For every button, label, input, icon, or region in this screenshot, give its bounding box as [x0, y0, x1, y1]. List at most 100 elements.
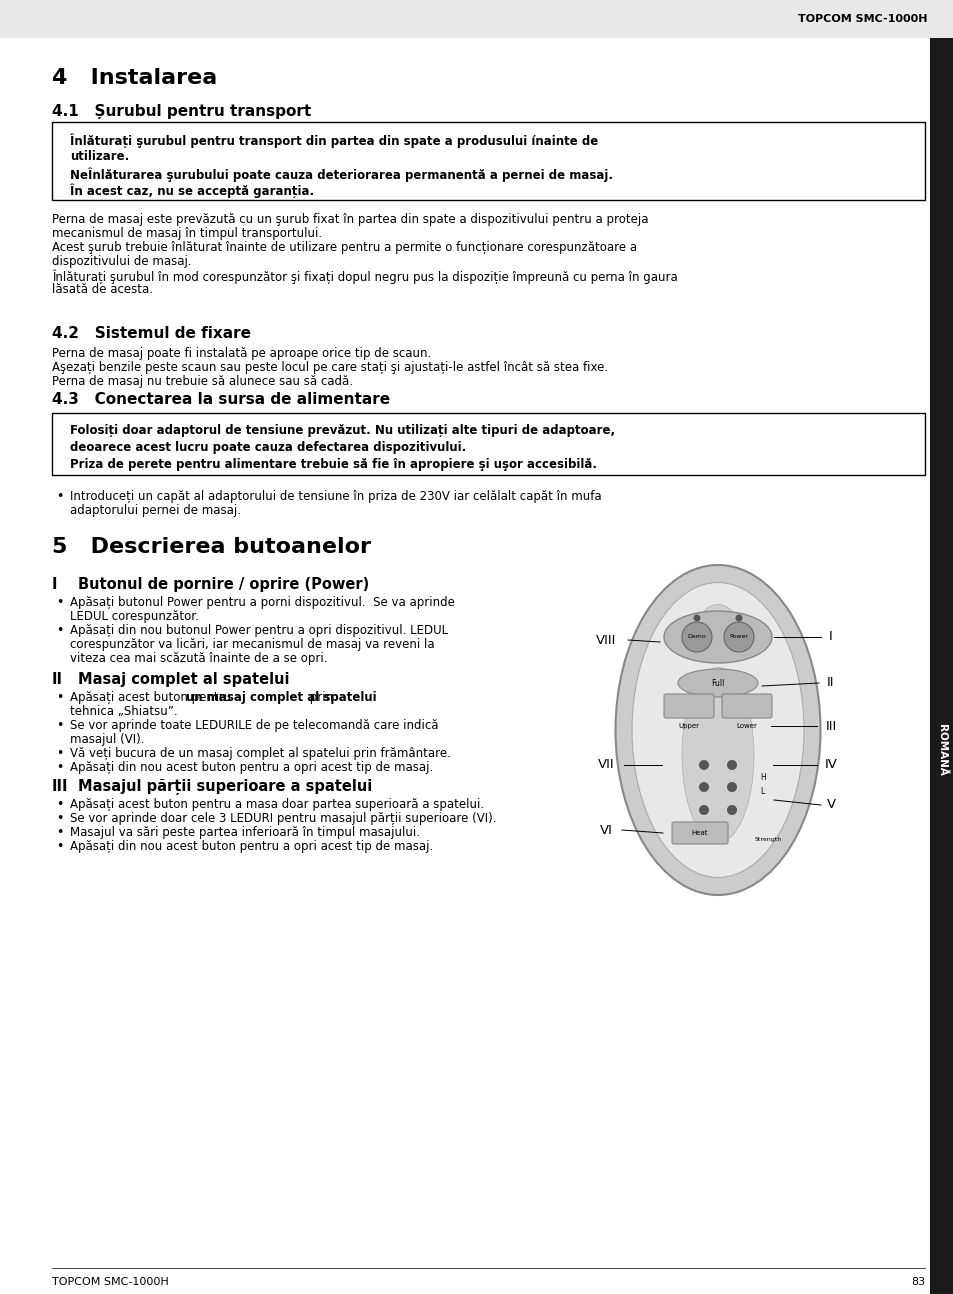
Text: •: •: [56, 798, 63, 811]
Text: Folosiți doar adaptorul de tensiune prevăzut. Nu utilizați alte tipuri de adapto: Folosiți doar adaptorul de tensiune prev…: [70, 424, 615, 437]
Ellipse shape: [700, 604, 735, 639]
Text: Apăsați din nou acest buton pentru a opri acest tip de masaj.: Apăsați din nou acest buton pentru a opr…: [70, 761, 433, 774]
Text: Power: Power: [729, 634, 748, 639]
Text: •: •: [56, 840, 63, 853]
Text: 4   Instalarea: 4 Instalarea: [52, 69, 217, 88]
Text: •: •: [56, 826, 63, 839]
Text: VI: VI: [598, 823, 612, 836]
FancyBboxPatch shape: [929, 38, 953, 1294]
Circle shape: [699, 782, 708, 792]
Text: Upper: Upper: [678, 723, 699, 729]
FancyBboxPatch shape: [52, 413, 924, 475]
Text: prin: prin: [306, 691, 334, 704]
Text: VIII: VIII: [596, 634, 616, 647]
Ellipse shape: [678, 669, 758, 697]
Text: IV: IV: [823, 758, 837, 771]
Text: II: II: [52, 672, 63, 687]
Text: Apăsați acest buton pentru: Apăsați acest buton pentru: [70, 691, 234, 704]
FancyBboxPatch shape: [52, 122, 924, 201]
Text: Perna de masaj poate fi instalată pe aproape orice tip de scaun.: Perna de masaj poate fi instalată pe apr…: [52, 347, 431, 360]
Text: tehnica „Shiatsu”.: tehnica „Shiatsu”.: [70, 705, 177, 718]
Text: Apăsați din nou butonul Power pentru a opri dispozitivul. LEDUL: Apăsați din nou butonul Power pentru a o…: [70, 624, 448, 637]
Text: Apăsați butonul Power pentru a porni dispozitivul.  Se va aprinde: Apăsați butonul Power pentru a porni dis…: [70, 597, 455, 609]
Text: •: •: [56, 761, 63, 774]
Text: Lower: Lower: [736, 723, 757, 729]
Text: Aşezați benzile peste scaun sau peste locul pe care stați şi ajustați-le astfel : Aşezați benzile peste scaun sau peste lo…: [52, 361, 607, 374]
Text: Acest şurub trebuie înlăturat înainte de utilizare pentru a permite o funcționar: Acest şurub trebuie înlăturat înainte de…: [52, 241, 637, 254]
Text: Se vor aprinde toate LEDURILE de pe telecomandă care indică: Se vor aprinde toate LEDURILE de pe tele…: [70, 719, 438, 732]
Ellipse shape: [681, 668, 753, 842]
Circle shape: [726, 782, 737, 792]
Text: TOPCOM SMC-1000H: TOPCOM SMC-1000H: [798, 14, 927, 25]
Text: Strength: Strength: [754, 837, 781, 842]
Text: III: III: [824, 719, 836, 732]
Text: dispozitivului de masaj.: dispozitivului de masaj.: [52, 255, 192, 268]
Ellipse shape: [663, 611, 771, 663]
Text: Înlăturați şurubul în mod corespunzător şi fixați dopul negru pus la dispoziție : Înlăturați şurubul în mod corespunzător …: [52, 269, 677, 283]
Text: Full: Full: [711, 678, 724, 687]
Text: Apăsați acest buton pentru a masa doar partea superioară a spatelui.: Apăsați acest buton pentru a masa doar p…: [70, 798, 483, 811]
Circle shape: [681, 622, 711, 652]
Text: Înlăturați şurubul pentru transport din partea din spate a produsului ínainte de: Înlăturați şurubul pentru transport din …: [70, 133, 598, 148]
Text: Introduceți un capăt al adaptorului de tensiune în priza de 230V iar celălalt ca: Introduceți un capăt al adaptorului de t…: [70, 490, 601, 503]
Text: 5   Descrierea butoanelor: 5 Descrierea butoanelor: [52, 537, 371, 556]
Text: deoarece acest lucru poate cauza defectarea dispozitivului.: deoarece acest lucru poate cauza defecta…: [70, 441, 466, 454]
Text: un masaj complet al spatelui: un masaj complet al spatelui: [186, 691, 376, 704]
Text: •: •: [56, 624, 63, 637]
Text: Vă veți bucura de un masaj complet al spatelui prin frământare.: Vă veți bucura de un masaj complet al sp…: [70, 747, 451, 760]
Text: •: •: [56, 747, 63, 760]
Text: Heat: Heat: [691, 829, 707, 836]
Text: În acest caz, nu se acceptă garanția.: În acest caz, nu se acceptă garanția.: [70, 184, 314, 198]
Text: I: I: [52, 577, 57, 591]
Text: 83: 83: [910, 1277, 924, 1288]
Text: corespunzător va licări, iar mecanismul de masaj va reveni la: corespunzător va licări, iar mecanismul …: [70, 638, 435, 651]
Circle shape: [735, 615, 741, 621]
FancyBboxPatch shape: [663, 694, 713, 718]
Ellipse shape: [615, 565, 820, 895]
Circle shape: [726, 760, 737, 770]
Text: •: •: [56, 813, 63, 826]
Text: Perna de masaj nu trebuie să alunece sau să cadă.: Perna de masaj nu trebuie să alunece sau…: [52, 375, 353, 388]
Text: L: L: [760, 788, 763, 797]
Circle shape: [726, 805, 737, 815]
Text: Masaj complet al spatelui: Masaj complet al spatelui: [78, 672, 289, 687]
Text: VII: VII: [598, 758, 614, 771]
Text: V: V: [825, 798, 835, 811]
Text: ROMANĂ: ROMANĂ: [936, 725, 946, 776]
Ellipse shape: [631, 582, 803, 877]
Text: •: •: [56, 691, 63, 704]
Text: Perna de masaj este prevăzută cu un şurub fixat în partea din spate a dispozitiv: Perna de masaj este prevăzută cu un şuru…: [52, 214, 648, 226]
Text: Masajul părții superioare a spatelui: Masajul părții superioare a spatelui: [78, 779, 372, 795]
Text: viteza cea mai scăzută înainte de a se opri.: viteza cea mai scăzută înainte de a se o…: [70, 652, 327, 665]
FancyBboxPatch shape: [671, 822, 727, 844]
Text: I: I: [828, 630, 832, 643]
Circle shape: [699, 805, 708, 815]
Text: Demo: Demo: [687, 634, 705, 639]
Text: Se vor aprinde doar cele 3 LEDURI pentru masajul părții superioare (VI).: Se vor aprinde doar cele 3 LEDURI pentru…: [70, 813, 496, 826]
Circle shape: [699, 760, 708, 770]
Text: mecanismul de masaj în timpul transportului.: mecanismul de masaj în timpul transportu…: [52, 226, 322, 239]
FancyBboxPatch shape: [0, 0, 953, 38]
Text: Priza de perete pentru alimentare trebuie să fie în apropiere şi uşor accesibilă: Priza de perete pentru alimentare trebui…: [70, 458, 597, 471]
Text: Apăsați din nou acest buton pentru a opri acest tip de masaj.: Apăsați din nou acest buton pentru a opr…: [70, 840, 433, 853]
Text: LEDUL corespunzător.: LEDUL corespunzător.: [70, 609, 198, 622]
Circle shape: [723, 622, 753, 652]
Text: adaptorului pernei de masaj.: adaptorului pernei de masaj.: [70, 503, 241, 518]
Text: lăsată de acesta.: lăsată de acesta.: [52, 283, 152, 296]
Text: 4.1   Șurubul pentru transport: 4.1 Șurubul pentru transport: [52, 104, 311, 119]
Text: •: •: [56, 490, 63, 503]
Text: 4.2   Sistemul de fixare: 4.2 Sistemul de fixare: [52, 326, 251, 342]
Circle shape: [693, 615, 700, 621]
Text: •: •: [56, 719, 63, 732]
FancyBboxPatch shape: [721, 694, 771, 718]
Text: II: II: [826, 677, 834, 690]
Text: utilizare.: utilizare.: [70, 150, 129, 163]
Text: TOPCOM SMC-1000H: TOPCOM SMC-1000H: [52, 1277, 169, 1288]
Text: masajul (VI).: masajul (VI).: [70, 732, 144, 747]
Text: III: III: [52, 779, 69, 795]
Text: Butonul de pornire / oprire (Power): Butonul de pornire / oprire (Power): [78, 577, 369, 591]
Text: 4.3   Conectarea la sursa de alimentare: 4.3 Conectarea la sursa de alimentare: [52, 392, 390, 408]
Text: NeÎnlăturarea şurubului poate cauza deteriorarea permanentă a pernei de masaj.: NeÎnlăturarea şurubului poate cauza dete…: [70, 167, 613, 181]
Text: Masajul va sări peste partea inferioară în timpul masajului.: Masajul va sări peste partea inferioară …: [70, 826, 419, 839]
Text: •: •: [56, 597, 63, 609]
